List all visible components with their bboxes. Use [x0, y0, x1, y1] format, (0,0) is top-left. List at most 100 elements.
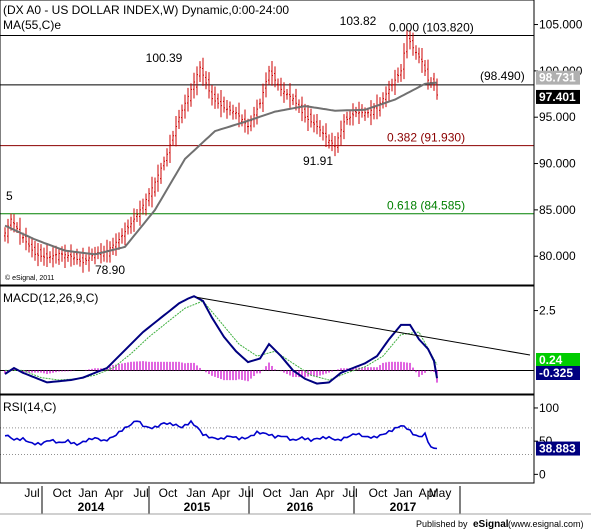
price-bar — [349, 110, 351, 126]
price-bar — [208, 72, 210, 99]
price-annotation: 91.91 — [303, 154, 333, 168]
price-bar — [424, 59, 426, 76]
price-bar — [337, 132, 339, 153]
price-last-value-text: 97.401 — [539, 90, 576, 104]
price-bar — [109, 241, 111, 263]
price-bar — [391, 78, 393, 92]
publisher-url: (www.esignal.com) — [508, 519, 584, 529]
price-bar — [259, 98, 261, 109]
x-axis-month-label: Oct — [263, 486, 282, 500]
price-bar — [187, 87, 189, 112]
x-axis-month-label: Apr — [212, 486, 231, 500]
price-bar — [280, 77, 282, 97]
price-bar — [202, 57, 204, 86]
price-bar — [121, 228, 123, 244]
price-bar — [169, 134, 171, 164]
price-bar — [382, 92, 384, 109]
price-bar — [271, 60, 273, 86]
price-bar — [175, 115, 177, 147]
price-axis-label: 105.000 — [539, 18, 583, 32]
x-axis-month-label: Jul — [342, 486, 357, 500]
ma-last-value-box — [536, 70, 580, 85]
price-annotation: 103.82 — [340, 14, 377, 28]
price-bar — [334, 135, 336, 157]
price-bar — [163, 156, 165, 171]
price-bar — [289, 83, 291, 108]
price-bar — [112, 237, 114, 255]
price-bar — [400, 63, 402, 82]
x-axis-year-label: 2017 — [390, 500, 417, 514]
price-bar — [73, 251, 75, 266]
price-bar — [379, 97, 381, 117]
price-bar — [139, 200, 141, 226]
price-bar — [343, 114, 345, 140]
moving-average-line — [4, 81, 438, 256]
fib-level-label: 0.000 (103.820) — [389, 20, 474, 34]
price-bar — [268, 65, 270, 86]
signal-last-value-box — [536, 353, 580, 367]
price-axis-label: 95.000 — [539, 110, 576, 124]
price-bar — [154, 177, 156, 197]
x-axis-month-label: Jul — [24, 486, 39, 500]
price-bar — [79, 253, 81, 267]
price-bar — [43, 247, 45, 266]
price-panel-frame — [0, 0, 535, 286]
price-bar — [34, 241, 36, 261]
rsi-last-value-text: 38.883 — [539, 442, 576, 456]
rsi-last-value-box — [536, 441, 580, 456]
price-bar — [358, 101, 360, 124]
rsi-line — [4, 419, 438, 450]
price-bar — [130, 216, 132, 234]
x-axis-month-label: Oct — [369, 486, 388, 500]
price-bar — [229, 101, 231, 116]
price-bar — [160, 162, 162, 184]
chart-title: (DX A0 - US DOLLAR INDEX,W) Dynamic,0:00… — [3, 3, 289, 17]
x-axis-month-label: Oct — [53, 486, 72, 500]
price-bar — [67, 250, 69, 262]
price-bar — [211, 85, 213, 106]
price-bar — [415, 45, 417, 60]
published-by-label: Published by — [416, 519, 468, 529]
rsi-axis-label: 0 — [539, 467, 546, 481]
rsi-panel-title: RSI(14,C) — [3, 400, 56, 414]
price-bar — [403, 43, 405, 80]
price-bar — [292, 93, 294, 106]
macd-trendline — [196, 296, 531, 356]
price-bar — [241, 114, 243, 127]
price-bar — [127, 219, 129, 235]
price-bar — [346, 111, 348, 125]
price-bar — [142, 198, 144, 215]
price-bar — [409, 30, 411, 50]
price-bar — [427, 59, 429, 90]
price-bar — [394, 69, 396, 95]
price-bar — [55, 245, 57, 264]
price-bar — [313, 114, 315, 133]
price-bar — [214, 86, 216, 109]
price-bar — [226, 100, 228, 119]
x-axis-month-label: May — [429, 486, 452, 500]
price-bar — [274, 66, 276, 88]
price-bar — [145, 193, 147, 216]
price-bar — [328, 134, 330, 149]
price-bar — [262, 83, 264, 112]
rsi-axis-label: 100 — [539, 401, 559, 415]
price-bar — [190, 83, 192, 107]
price-bar — [235, 106, 237, 120]
macd-layer — [0, 295, 538, 385]
price-bar — [151, 176, 153, 208]
fib-level-label: 0.618 (84.585) — [387, 199, 465, 213]
price-last-value-box — [536, 89, 580, 104]
price-bar — [406, 28, 408, 59]
price-bar — [421, 48, 423, 73]
macd-line — [4, 295, 438, 385]
price-bar — [370, 100, 372, 126]
price-bar — [283, 82, 285, 103]
x-axis-month-label: Jan — [289, 486, 308, 500]
x-axis-year-label: 2015 — [184, 500, 211, 514]
price-bar — [58, 248, 60, 265]
price-bar — [115, 233, 117, 256]
price-bar — [355, 106, 357, 118]
price-bar — [124, 222, 126, 246]
